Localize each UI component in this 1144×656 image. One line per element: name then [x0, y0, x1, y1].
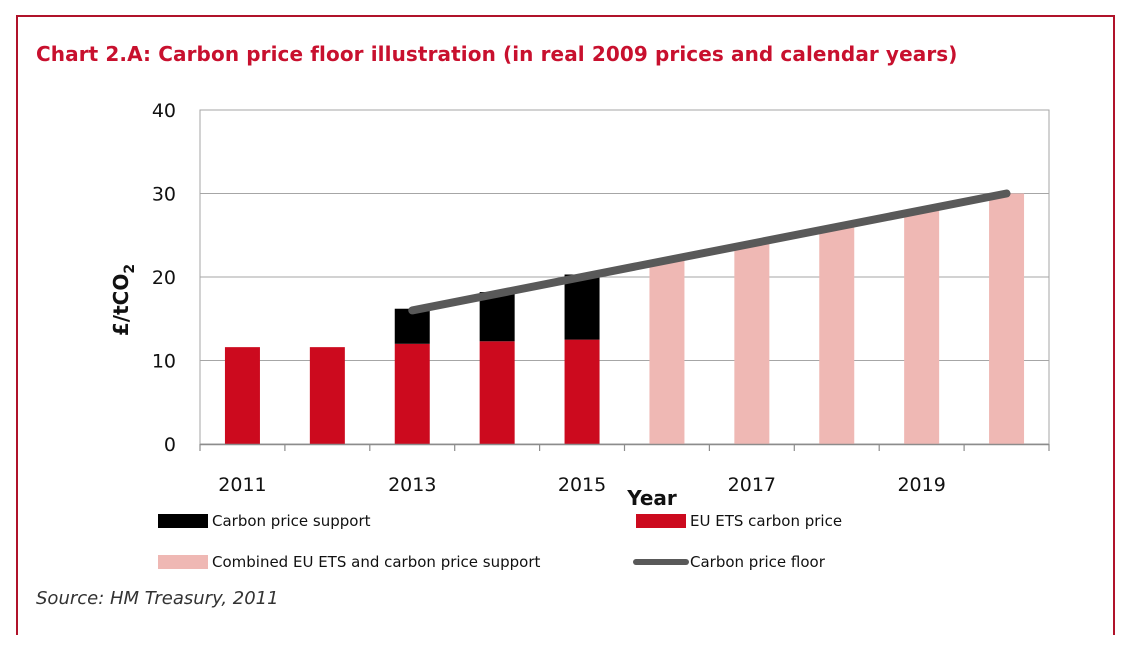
- x-tick-label-2019: 2019: [897, 474, 945, 496]
- bars: [224, 193, 1025, 444]
- bar-eu_ets-2013: [394, 343, 430, 444]
- bar-eu_ets-2012: [309, 347, 345, 444]
- x-ticks: 2011 2013 2015 2017 2019: [199, 444, 1050, 496]
- bar-support-2015: [564, 274, 600, 340]
- y-tick-label-0: 0: [164, 434, 176, 456]
- legend-swatch-combined: [158, 555, 208, 569]
- floor-line-group: [408, 189, 1011, 315]
- y-axis-title-subscript: 2: [122, 264, 138, 274]
- y-ticks: 0 10 20 30 40: [152, 100, 176, 456]
- y-tick-label-20: 20: [152, 267, 176, 289]
- legend-label-combined: Combined EU ETS and carbon price support: [212, 553, 541, 571]
- legend-label-floor: Carbon price floor: [690, 553, 826, 571]
- y-axis-title: £/tCO2: [109, 264, 138, 336]
- chart-title: Chart 2.A: Carbon price floor illustrati…: [36, 42, 958, 66]
- x-tick-label-2015: 2015: [558, 474, 606, 496]
- x-tick-label-2011: 2011: [218, 474, 266, 496]
- bar-eu_ets-2015: [564, 339, 600, 444]
- bar-eu_ets-2011: [224, 347, 260, 444]
- legend-label-eu-ets: EU ETS carbon price: [690, 512, 842, 530]
- bar-combined-2016: [649, 260, 685, 444]
- legend-swatch-support: [158, 514, 208, 528]
- bar-eu_ets-2014: [479, 341, 515, 444]
- bar-combined-2018: [819, 226, 855, 444]
- legend: Carbon price support EU ETS carbon price…: [158, 512, 842, 571]
- x-tick-label-2013: 2013: [388, 474, 436, 496]
- bar-combined-2017: [734, 243, 770, 444]
- x-axis-title: Year: [626, 486, 677, 510]
- bar-combined-2019: [904, 210, 940, 444]
- carbon-price-floor-line: [408, 189, 1011, 315]
- bar-combined-2020: [989, 193, 1025, 444]
- source-note: Source: HM Treasury, 2011: [36, 588, 279, 609]
- y-tick-label-40: 40: [152, 100, 176, 122]
- y-tick-label-30: 30: [152, 184, 176, 206]
- y-tick-label-10: 10: [152, 351, 176, 373]
- legend-swatch-eu-ets: [636, 514, 686, 528]
- bar-support-2013: [394, 308, 430, 344]
- x-tick-label-2017: 2017: [728, 474, 776, 496]
- bar-support-2014: [479, 292, 515, 342]
- legend-label-support: Carbon price support: [212, 512, 371, 530]
